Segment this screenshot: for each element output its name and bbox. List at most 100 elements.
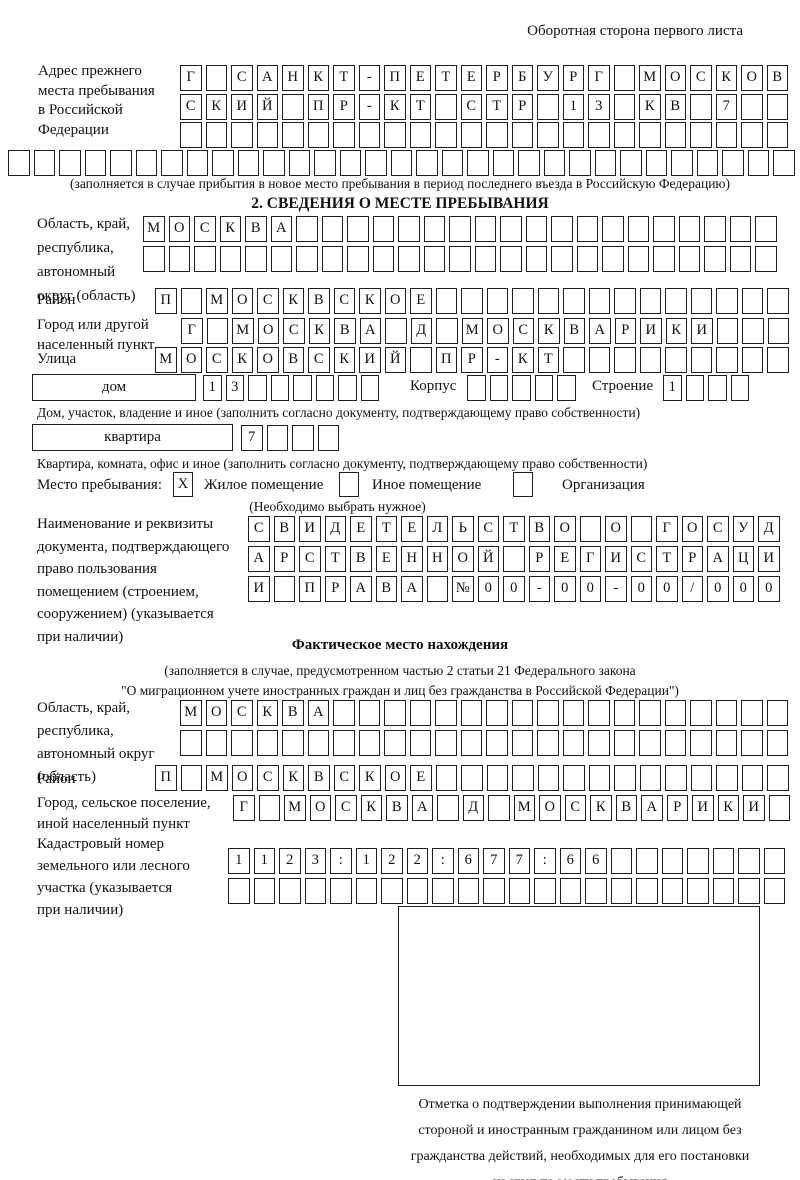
char-box[interactable] [486,700,508,726]
char-box[interactable]: 0 [579,576,601,602]
char-box[interactable]: В [528,516,550,542]
char-box[interactable] [317,425,339,451]
char-box[interactable] [358,700,380,726]
char-box[interactable]: К [219,216,241,242]
char-box[interactable] [562,122,584,148]
char-box[interactable]: Ц [732,546,754,572]
char-box[interactable] [358,730,380,756]
char-box[interactable]: К [538,318,560,344]
char-box[interactable] [492,150,514,176]
char-box[interactable]: О [231,288,253,314]
char-box[interactable]: Е [401,516,423,542]
char-box[interactable] [347,246,369,272]
char-box[interactable]: Б [511,65,533,91]
char-box[interactable] [690,122,712,148]
char-box[interactable]: / [681,576,703,602]
char-box[interactable]: Р [528,546,550,572]
char-box[interactable] [231,122,253,148]
char-box[interactable] [186,150,208,176]
char-box[interactable]: 7 [715,94,737,120]
char-box[interactable] [562,730,584,756]
char-box[interactable] [423,246,445,272]
char-box[interactable] [704,246,726,272]
char-box[interactable]: Е [554,546,576,572]
char-box[interactable]: В [308,288,330,314]
char-box[interactable]: В [386,795,408,821]
char-box[interactable]: А [270,216,292,242]
char-box[interactable] [738,848,760,874]
char-box[interactable]: Р [666,795,688,821]
char-box[interactable]: П [435,347,457,373]
char-box[interactable]: Г [181,318,203,344]
char-box[interactable]: Т [333,65,355,91]
char-box[interactable] [180,765,202,791]
char-box[interactable] [639,700,661,726]
char-box[interactable]: К [307,65,329,91]
char-box[interactable] [333,700,355,726]
char-box[interactable]: 1 [253,848,275,874]
char-box[interactable] [741,730,763,756]
char-box[interactable]: Р [333,94,355,120]
char-box[interactable]: С [231,65,253,91]
char-box[interactable]: М [143,216,165,242]
char-box[interactable]: В [282,347,304,373]
char-box[interactable] [653,246,675,272]
char-box[interactable] [512,765,534,791]
char-box[interactable] [766,122,788,148]
char-box[interactable]: О [168,216,190,242]
char-box[interactable] [228,878,250,904]
char-box[interactable]: С [180,94,202,120]
char-box[interactable] [741,288,763,314]
char-box[interactable]: М [206,288,228,314]
char-box[interactable]: А [359,318,381,344]
char-box[interactable] [339,150,361,176]
char-box[interactable]: С [707,516,729,542]
char-box[interactable] [763,878,785,904]
char-box[interactable] [563,288,585,314]
char-box[interactable]: 7 [483,848,505,874]
char-box[interactable] [712,878,734,904]
char-box[interactable] [457,878,479,904]
char-box[interactable]: М [180,700,202,726]
char-box[interactable] [537,700,559,726]
char-box[interactable] [253,878,275,904]
char-box[interactable] [665,288,687,314]
char-box[interactable] [766,700,788,726]
char-box[interactable] [237,150,259,176]
char-box[interactable] [358,122,380,148]
char-box[interactable] [282,94,304,120]
char-box[interactable]: - [486,347,508,373]
char-box[interactable] [588,765,610,791]
char-box[interactable] [664,730,686,756]
char-box[interactable] [602,246,624,272]
char-box[interactable] [665,347,687,373]
char-box[interactable]: 6 [559,848,581,874]
char-box[interactable] [307,122,329,148]
char-box[interactable] [729,246,751,272]
char-box[interactable] [206,318,228,344]
char-box[interactable]: С [283,318,305,344]
char-box[interactable] [664,122,686,148]
char-box[interactable] [503,546,525,572]
char-box[interactable] [518,150,540,176]
char-box[interactable] [722,150,744,176]
char-box[interactable]: В [766,65,788,91]
char-box[interactable]: М [461,318,483,344]
char-box[interactable]: 2 [381,848,403,874]
char-box[interactable] [270,246,292,272]
char-box[interactable] [512,288,534,314]
char-box[interactable]: О [231,765,253,791]
char-box[interactable] [296,246,318,272]
char-box[interactable]: С [333,765,355,791]
char-box[interactable] [613,700,635,726]
char-box[interactable] [441,150,463,176]
char-box[interactable] [716,347,738,373]
char-box[interactable]: В [245,216,267,242]
char-box[interactable] [426,576,448,602]
char-box[interactable] [511,730,533,756]
char-box[interactable] [537,765,559,791]
char-box[interactable] [741,700,763,726]
char-box[interactable]: О [605,516,627,542]
char-box[interactable] [292,425,314,451]
char-box[interactable]: А [401,576,423,602]
